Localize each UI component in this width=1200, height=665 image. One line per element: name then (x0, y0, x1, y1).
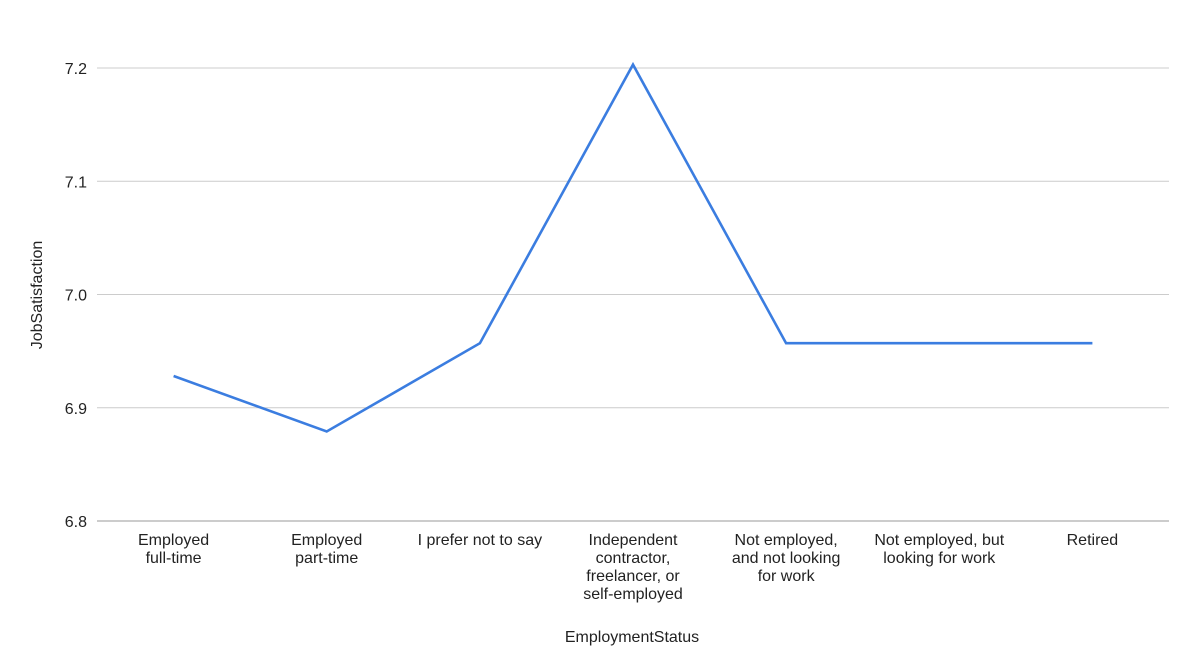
x-tick-label: Independent contractor, freelancer, or self… (583, 532, 683, 603)
y-tick-label: 6.8 (65, 514, 87, 531)
x-axis-ticks: Employed full-time Employed part-time I pref… (138, 532, 1118, 603)
x-tick-label: Employed full-time (138, 532, 209, 567)
y-axis-title: JobSatisfaction (29, 241, 46, 350)
y-tick-label: 6.9 (65, 401, 87, 418)
y-tick-label: 7.1 (65, 174, 87, 191)
y-tick-label: 7.0 (65, 288, 87, 305)
x-tick-label: Not employed, but looking for work (874, 532, 1004, 567)
series-layer (173, 61, 1093, 433)
x-tick-label: Employed part-time (291, 532, 362, 567)
x-axis-title: EmploymentStatus (565, 629, 699, 646)
x-tick-label: Retired (1067, 532, 1119, 549)
y-tick-label: 7.2 (65, 61, 87, 78)
series-line (173, 61, 1093, 433)
x-tick-label: Not employed, and not looking for work (732, 532, 841, 585)
x-tick-label: I prefer not to say (418, 532, 543, 549)
gridlines (97, 67, 1169, 522)
y-axis-ticks: 6.8 6.9 7.0 7.1 7.2 (65, 61, 87, 531)
